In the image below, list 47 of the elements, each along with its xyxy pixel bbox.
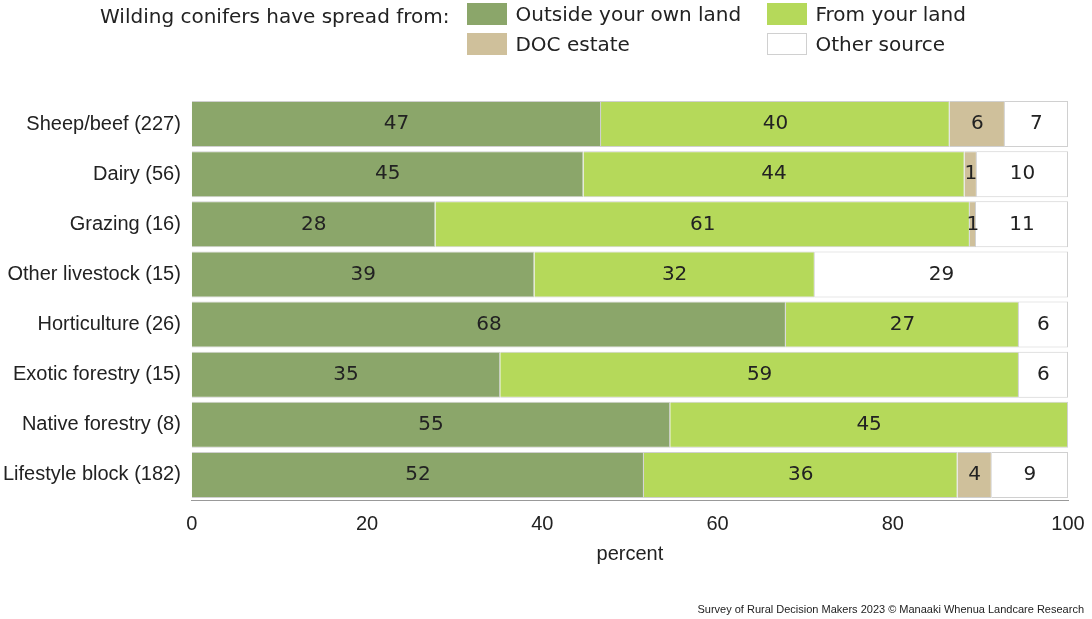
data-label: 44	[761, 160, 787, 185]
x-tick-label: 40	[531, 511, 554, 534]
data-label: 29	[928, 260, 955, 285]
data-label: 59	[746, 360, 773, 385]
data-label: 7	[1030, 110, 1043, 135]
y-tick-label: Exotic forestry (15)	[13, 362, 181, 385]
data-label: 68	[476, 310, 502, 335]
data-label: 28	[300, 210, 327, 235]
y-tick-label: Lifestyle block (182)	[2, 462, 181, 485]
data-label: 32	[661, 260, 688, 285]
data-label: 10	[1009, 160, 1036, 185]
data-label: 39	[350, 260, 376, 285]
data-label: 52	[405, 461, 431, 486]
legend-title: Wilding conifers have spread from:	[100, 4, 450, 30]
y-tick-label: Grazing (16)	[69, 211, 181, 234]
data-label: 35	[333, 360, 359, 385]
y-tick-label: Other livestock (15)	[7, 261, 181, 284]
y-tick-label: Dairy (56)	[93, 161, 181, 184]
data-label: 47	[383, 110, 410, 135]
x-tick-label: 80	[881, 511, 904, 534]
data-label: 11	[1009, 210, 1035, 235]
text: Survey of Rural Decision Makers 2023 © Manaaki Whenua Landcare Research	[697, 603, 1084, 615]
data-label: 61	[689, 210, 716, 235]
x-tick-label: 60	[706, 511, 729, 534]
data-label: 9	[1023, 461, 1037, 486]
legend-label: Other source	[815, 32, 946, 56]
x-tick-label: 100	[1051, 511, 1085, 534]
legend-label: From your land	[815, 2, 966, 26]
data-label: 36	[788, 461, 814, 486]
data-label: 45	[374, 160, 401, 185]
y-tick-label: Native forestry (8)	[21, 412, 181, 435]
legend-label: Outside your own land	[515, 2, 742, 26]
legend-label: DOC estate	[515, 32, 630, 56]
y-tick-label: Horticulture (26)	[37, 312, 181, 335]
x-tick-label: 0	[186, 511, 198, 534]
data-label: 6	[1037, 310, 1050, 335]
data-label: 6	[970, 110, 984, 135]
x-tick-label: 20	[355, 511, 379, 534]
data-label: 45	[856, 411, 882, 436]
y-tick-label: Sheep/beef (227)	[26, 111, 181, 134]
data-label: 4	[968, 461, 982, 486]
data-label: 1	[964, 160, 978, 185]
x-axis-title: percent	[596, 541, 664, 564]
data-label: 27	[889, 310, 916, 335]
data-label: 55	[418, 411, 444, 436]
data-label: 6	[1037, 360, 1050, 385]
data-label: 40	[762, 110, 789, 135]
